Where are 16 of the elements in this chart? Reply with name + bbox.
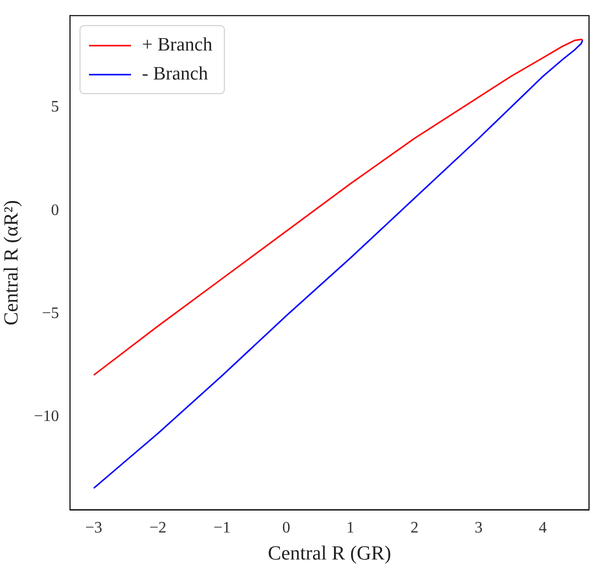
y-tick-label: 5 (51, 98, 60, 116)
x-tick-label: −1 (214, 520, 231, 537)
x-tick-label: 4 (538, 520, 547, 537)
y-tick-label: −10 (34, 408, 60, 426)
legend-label: - Branch (142, 64, 208, 85)
x-tick-label: 1 (346, 520, 354, 537)
x-axis-title: Central R (GR) (268, 542, 392, 564)
x-tick-label: −2 (149, 520, 166, 537)
x-tick-label: 2 (410, 520, 419, 537)
y-tick-label: −5 (42, 304, 60, 322)
legend-label: + Branch (142, 34, 213, 56)
y-axis-title: Central R (αR²) (0, 200, 22, 326)
x-tick-label: 0 (282, 520, 290, 537)
x-tick-label: 3 (474, 520, 483, 537)
y-tick-label: 0 (51, 202, 60, 219)
x-tick-label: −3 (85, 520, 102, 537)
